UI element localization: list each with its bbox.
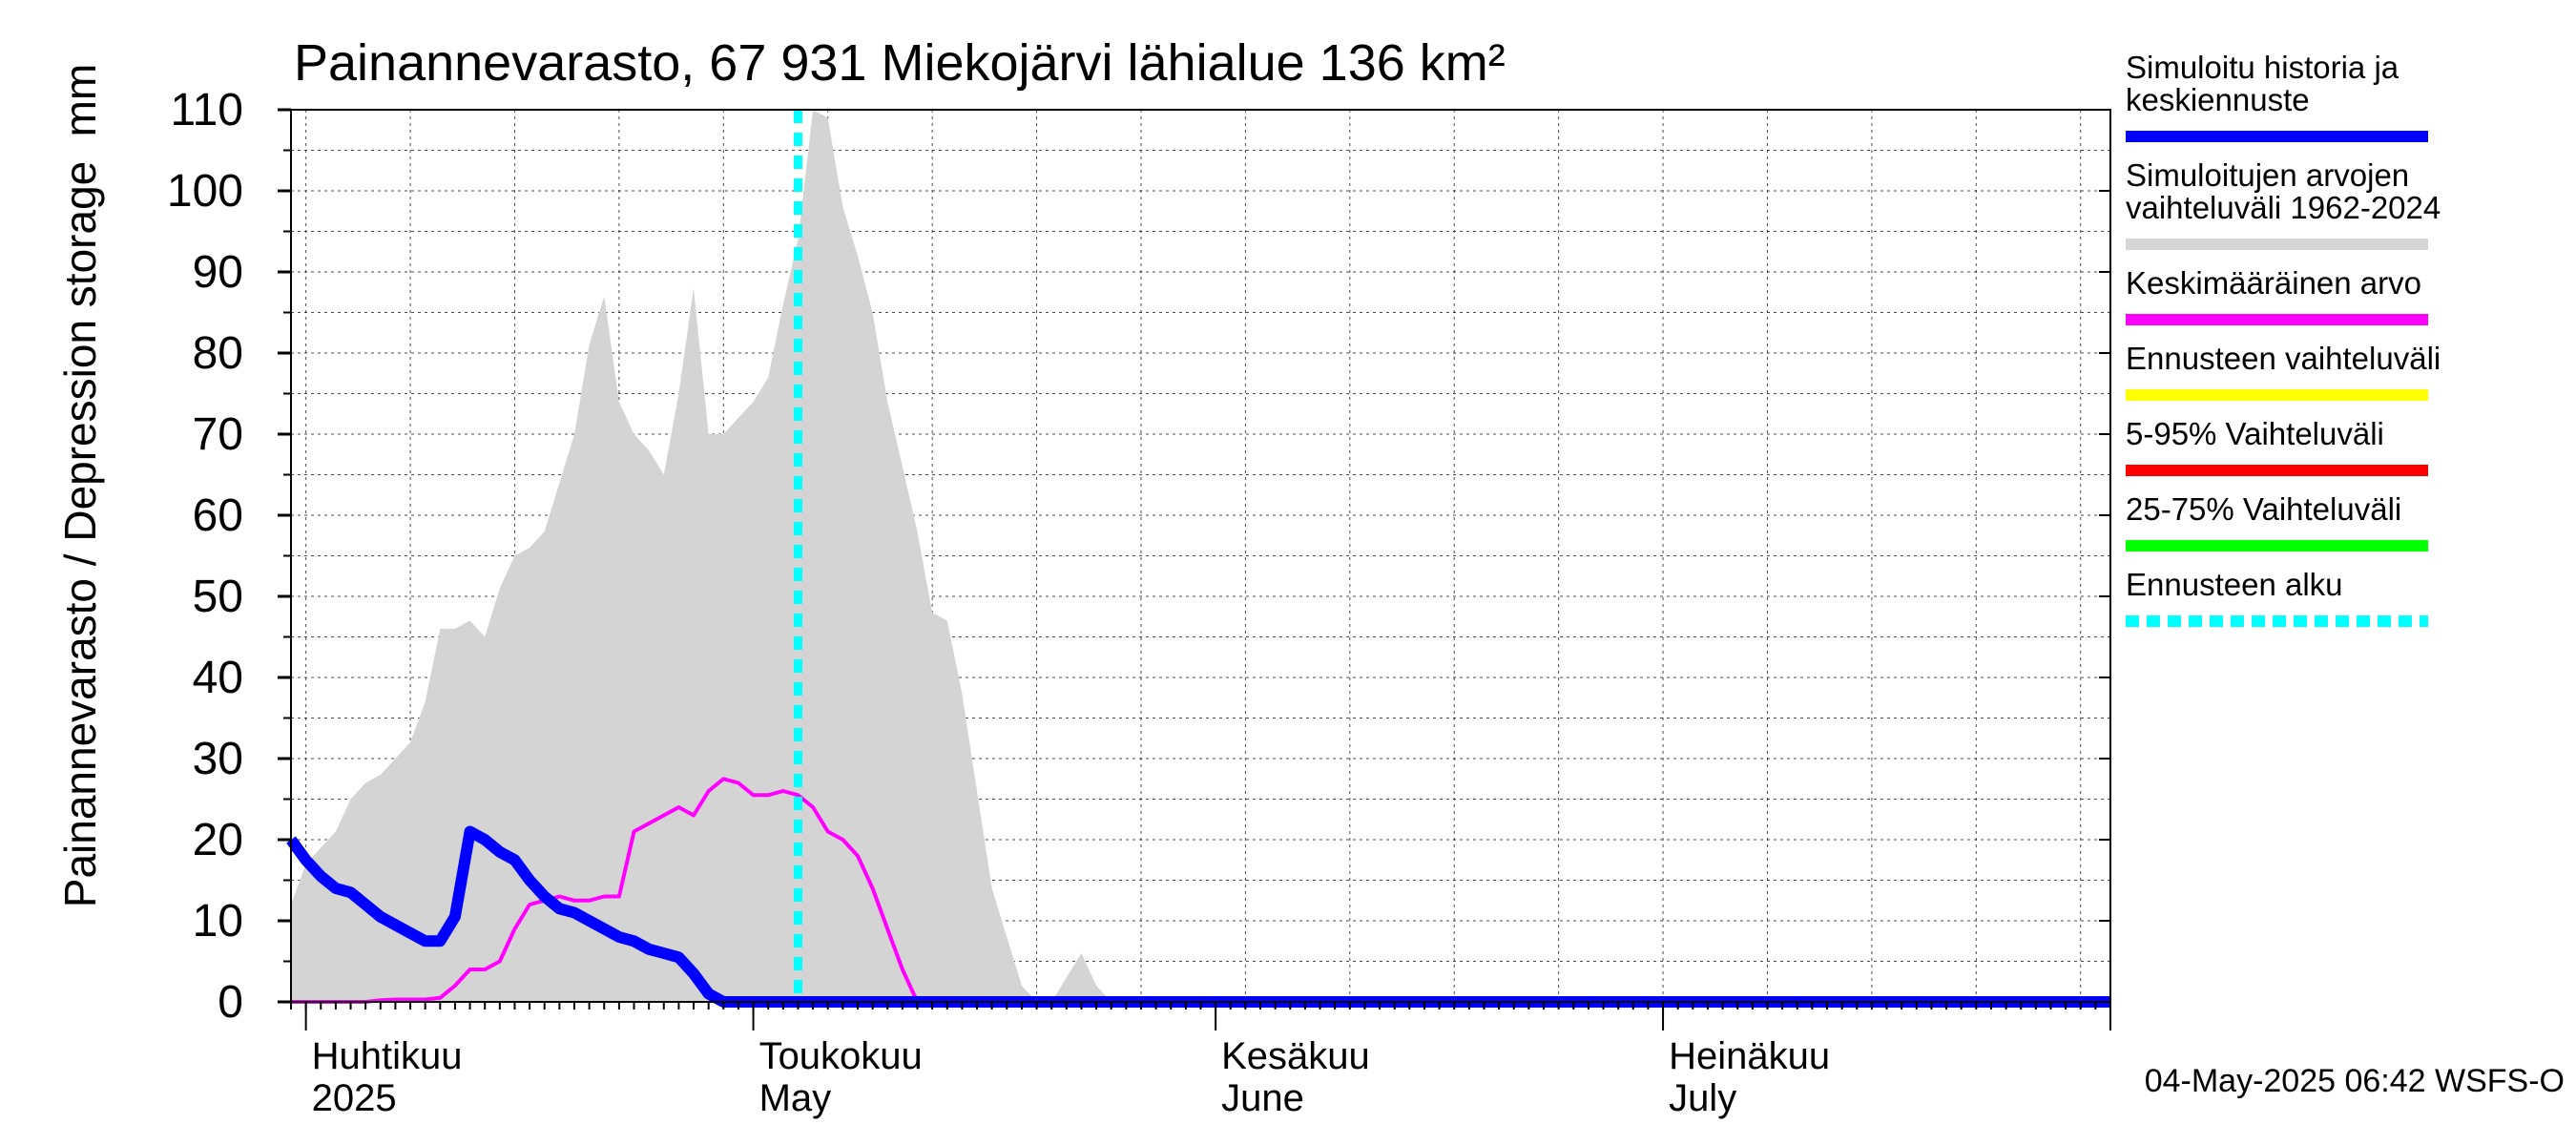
y-tick-label: 100: [167, 166, 243, 217]
x-month-label-fi: Huhtikuu: [312, 1035, 463, 1077]
range-band-area: [291, 110, 2110, 1002]
mean-value-line: [291, 777, 2110, 1004]
y-tick-label: 80: [193, 328, 243, 379]
y-tick-label: 50: [193, 572, 243, 622]
legend-label: 5-95% Vaihteluväli: [2126, 416, 2384, 451]
y-tick-label: 20: [193, 815, 243, 865]
x-month-label-fi: Heinäkuu: [1669, 1035, 1830, 1077]
legend-label: vaihteluväli 1962-2024: [2126, 190, 2441, 225]
y-tick-label: 110: [170, 85, 243, 135]
legend-label: 25-75% Vaihteluväli: [2126, 491, 2401, 527]
chart-title: Painannevarasto, 67 931 Miekojärvi lähia…: [294, 34, 1506, 92]
y-axis-label: Painannevarasto / Depression storage: [55, 161, 105, 907]
y-tick-label: 10: [193, 896, 243, 947]
x-month-label-en: July: [1669, 1077, 1736, 1119]
y-tick-label: 0: [218, 977, 243, 1028]
legend-label: Simuloitu historia ja: [2126, 50, 2399, 85]
y-tick-label: 40: [193, 653, 243, 703]
x-month-label-en: 2025: [312, 1077, 397, 1119]
x-month-label-fi: Toukokuu: [759, 1035, 923, 1077]
legend-label: Simuloitujen arvojen: [2126, 157, 2409, 193]
x-month-label-en: June: [1221, 1077, 1304, 1119]
footer-timestamp: 04-May-2025 06:42 WSFS-O: [2145, 1063, 2565, 1099]
legend-label: keskiennuste: [2126, 82, 2310, 117]
x-month-label-en: May: [759, 1077, 832, 1119]
y-tick-label: 70: [193, 409, 243, 460]
legend-label: Ennusteen vaihteluväli: [2126, 341, 2441, 376]
y-tick-label: 30: [193, 734, 243, 784]
legend-label: Ennusteen alku: [2126, 567, 2343, 602]
y-axis-unit: mm: [55, 64, 105, 137]
x-month-label-fi: Kesäkuu: [1221, 1035, 1370, 1077]
y-tick-label: 90: [193, 247, 243, 298]
y-tick-label: 60: [193, 490, 243, 541]
legend-label: Keskimääräinen arvo: [2126, 265, 2421, 301]
